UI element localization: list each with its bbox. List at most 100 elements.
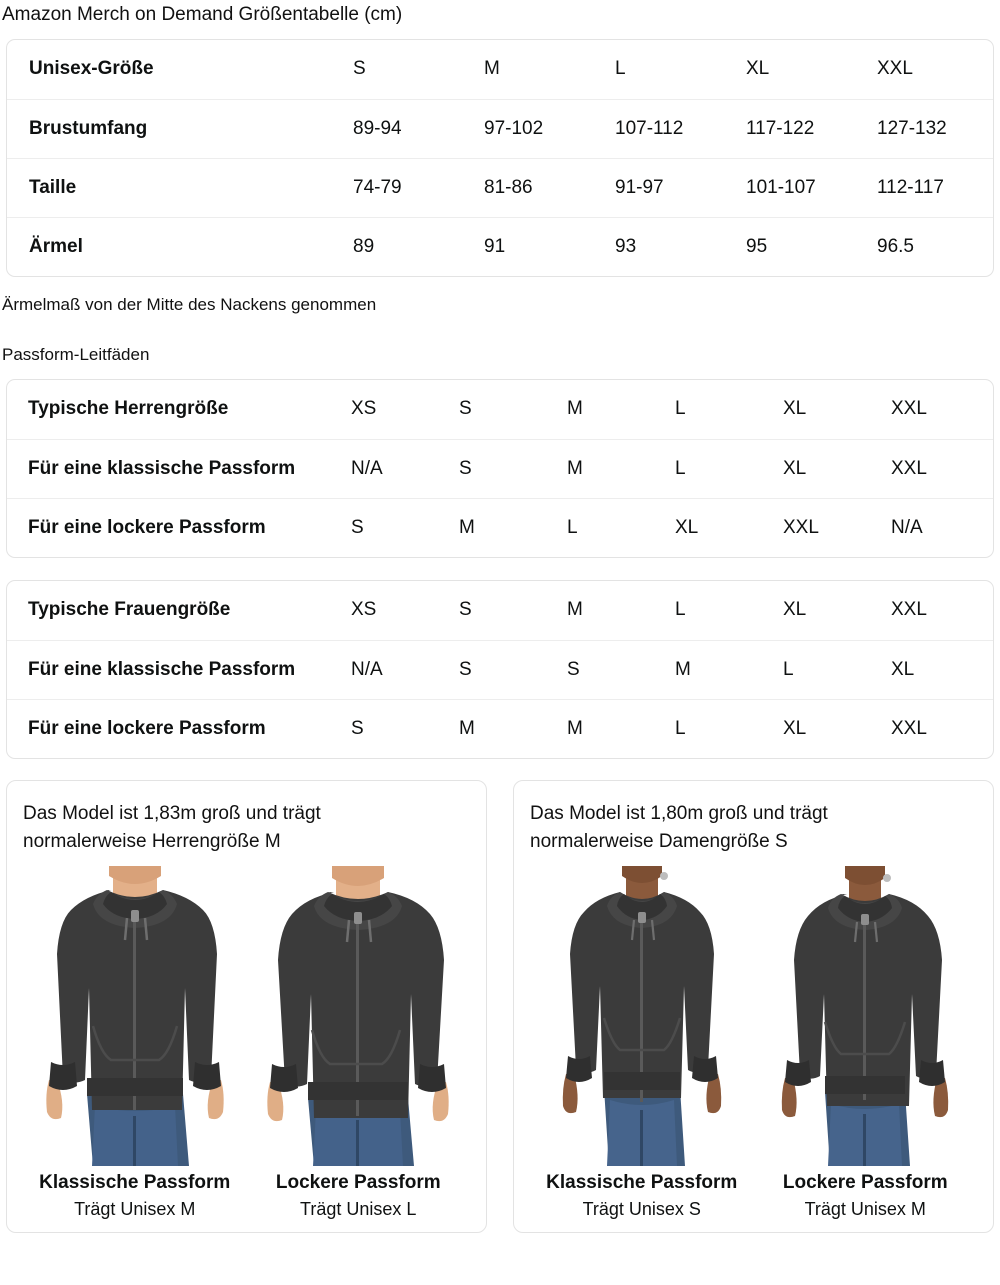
cell-waist-s: 74-79 [353,157,484,217]
mens-relaxed-1: M [459,497,567,557]
table-row: Für eine klassische Passform N/A S M L X… [7,438,993,498]
male-relaxed-caption: Lockere Passform Trägt Unisex L [247,1170,471,1222]
male-classic-wears-label: Trägt Unisex M [74,1199,196,1219]
mens-fit-table-card: Typische Herrengröße XS S M L XL XXL Für… [6,379,994,558]
fit-guides-heading: Passform-Leitfäden [2,345,150,364]
table-header-row: Typische Frauengröße XS S M L XL XXL [7,581,993,640]
row-label-sleeve: Ärmel [7,216,353,276]
female-relaxed-fit-label: Lockere Passform [782,1172,948,1193]
womens-fit-col-0: XS [351,599,377,621]
male-model-card: Das Model ist 1,83m groß und trägt norma… [6,780,487,1233]
womens-fit-table-card: Typische Frauengröße XS S M L XL XXL Für… [6,580,994,759]
male-classic-caption: Klassische Passform Trägt Unisex M [23,1170,247,1222]
female-classic-fit-photo [538,866,746,1166]
cell-chest-xxl: 127-132 [877,98,993,158]
cell-chest-l: 107-112 [615,98,746,158]
cell-sleeve-xxl: 96.5 [877,216,993,276]
womens-fit-col-1: S [459,599,472,621]
male-relaxed-wears-label: Trägt Unisex L [300,1199,417,1219]
mens-classic-2: M [567,438,675,498]
mens-classic-1: S [459,438,567,498]
mens-fit-col-2: M [567,398,583,420]
female-relaxed-fit-photo [761,866,969,1166]
mens-classic-5: XXL [891,438,993,498]
female-classic-caption: Klassische Passform Trägt Unisex S [530,1170,754,1222]
womens-classic-4: L [783,639,891,699]
male-classic-fit-label: Klassische Passform [39,1172,231,1193]
cell-waist-xl: 101-107 [746,157,877,217]
male-model-captions: Klassische Passform Trägt Unisex M Locke… [23,1170,470,1222]
size-table-col-2: L [615,58,626,80]
male-relaxed-fit-label: Lockere Passform [275,1172,441,1193]
male-model-description: Das Model ist 1,83m groß und trägt norma… [23,803,321,852]
cell-waist-l: 91-97 [615,157,746,217]
size-table-col-3: XL [746,58,770,80]
cell-sleeve-l: 93 [615,216,746,276]
womens-relaxed-3: L [675,698,783,758]
mens-fit-col-5: XXL [891,398,927,420]
cell-sleeve-m: 91 [484,216,615,276]
womens-fit-header-label: Typische Frauengröße [28,599,231,621]
womens-classic-fit-label: Für eine klassische Passform [7,639,351,699]
male-relaxed-fit-photo [254,866,462,1166]
womens-fit-table: Typische Frauengröße XS S M L XL XXL Für… [7,581,993,758]
mens-fit-col-4: XL [783,398,807,420]
mens-classic-fit-label: Für eine klassische Passform [7,438,351,498]
womens-classic-0: N/A [351,639,459,699]
womens-fit-col-4: XL [783,599,807,621]
womens-relaxed-5: XXL [891,698,993,758]
cell-chest-xl: 117-122 [746,98,877,158]
female-relaxed-wears-label: Trägt Unisex M [804,1199,926,1219]
mens-relaxed-4: XXL [783,497,891,557]
female-relaxed-caption: Lockere Passform Trägt Unisex M [754,1170,978,1222]
mens-relaxed-5: N/A [891,497,993,557]
cell-waist-m: 81-86 [484,157,615,217]
womens-classic-5: XL [891,639,993,699]
womens-relaxed-4: XL [783,698,891,758]
mens-relaxed-3: XL [675,497,783,557]
table-header-row: Unisex-Größe S M L XL XXL [7,40,993,99]
female-model-figures [530,866,977,1166]
size-table-col-4: XXL [877,58,913,80]
female-classic-fit-label: Klassische Passform [546,1172,738,1193]
womens-relaxed-2: M [567,698,675,758]
mens-fit-col-3: L [675,398,686,420]
mens-fit-col-1: S [459,398,472,420]
womens-relaxed-1: M [459,698,567,758]
womens-fit-col-3: L [675,599,686,621]
female-model-description: Das Model ist 1,80m groß und trägt norma… [530,803,828,852]
model-cards-row: Das Model ist 1,83m groß und trägt norma… [6,780,994,1233]
cell-sleeve-s: 89 [353,216,484,276]
womens-fit-col-2: M [567,599,583,621]
table-row: Für eine lockere Passform S M M L XL XXL [7,698,993,758]
male-classic-fit-photo [31,866,239,1166]
row-label-chest: Brustumfang [7,98,353,158]
size-table-card: Unisex-Größe S M L XL XXL Brustumfang 89… [6,39,994,277]
mens-relaxed-fit-label: Für eine lockere Passform [7,497,351,557]
table-row: Brustumfang 89-94 97-102 107-112 117-122… [7,98,993,158]
cell-waist-xxl: 112-117 [877,157,993,217]
cell-sleeve-xl: 95 [746,216,877,276]
female-model-card: Das Model ist 1,80m groß und trägt norma… [513,780,994,1233]
womens-relaxed-0: S [351,698,459,758]
womens-fit-col-5: XXL [891,599,927,621]
cell-chest-m: 97-102 [484,98,615,158]
mens-fit-col-0: XS [351,398,377,420]
female-classic-wears-label: Trägt Unisex S [582,1199,701,1219]
mens-classic-4: XL [783,438,891,498]
womens-relaxed-fit-label: Für eine lockere Passform [7,698,351,758]
size-table-header-label: Unisex-Größe [29,58,154,80]
female-model-captions: Klassische Passform Trägt Unisex S Locke… [530,1170,977,1222]
sleeve-measurement-note: Ärmelmaß von der Mitte des Nackens genom… [2,295,377,314]
table-row: Für eine klassische Passform N/A S S M L… [7,639,993,699]
womens-classic-2: S [567,639,675,699]
size-table: Unisex-Größe S M L XL XXL Brustumfang 89… [7,40,993,276]
table-header-row: Typische Herrengröße XS S M L XL XXL [7,380,993,439]
mens-fit-table: Typische Herrengröße XS S M L XL XXL Für… [7,380,993,557]
cell-chest-s: 89-94 [353,98,484,158]
womens-classic-1: S [459,639,567,699]
table-row: Für eine lockere Passform S M L XL XXL N… [7,497,993,557]
male-model-figures [23,866,470,1166]
row-label-waist: Taille [7,157,353,217]
mens-classic-0: N/A [351,438,459,498]
